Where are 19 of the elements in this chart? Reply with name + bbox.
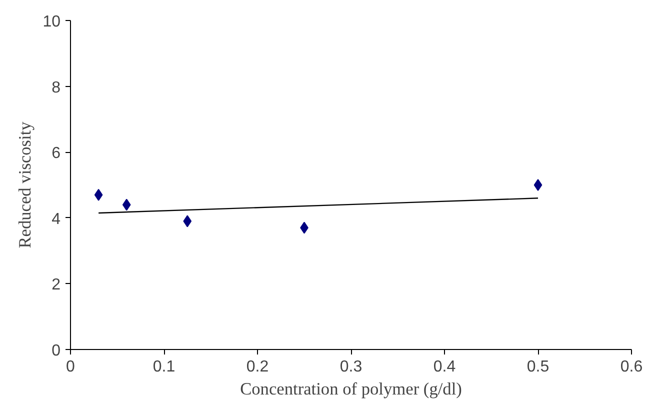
point <box>534 179 542 191</box>
point <box>94 188 103 201</box>
x-tick-label: 0.1 <box>152 358 176 376</box>
point <box>183 215 192 228</box>
x-axis-title: Concentration of polymer (g/dl) <box>240 380 462 398</box>
y-tick-label: 8 <box>52 79 61 96</box>
x-tick-label: 0.4 <box>433 358 456 376</box>
x-tick-label: 0.3 <box>340 358 362 376</box>
y-tick-label: 2 <box>52 276 61 294</box>
x-tick-label: 0.2 <box>246 358 269 376</box>
x-tick-label: 0 <box>66 358 76 376</box>
y-tick-label: 4 <box>52 210 61 228</box>
y-tick-label: 6 <box>52 145 61 162</box>
point <box>122 198 131 211</box>
x-tick-label: 0.5 <box>526 358 550 376</box>
y-tick-label: 10 <box>42 14 61 30</box>
x-tick-label: 0.6 <box>620 358 643 376</box>
y-tick-label: 0 <box>52 342 61 360</box>
y-axis-title: Reduced viscosity <box>16 121 35 248</box>
